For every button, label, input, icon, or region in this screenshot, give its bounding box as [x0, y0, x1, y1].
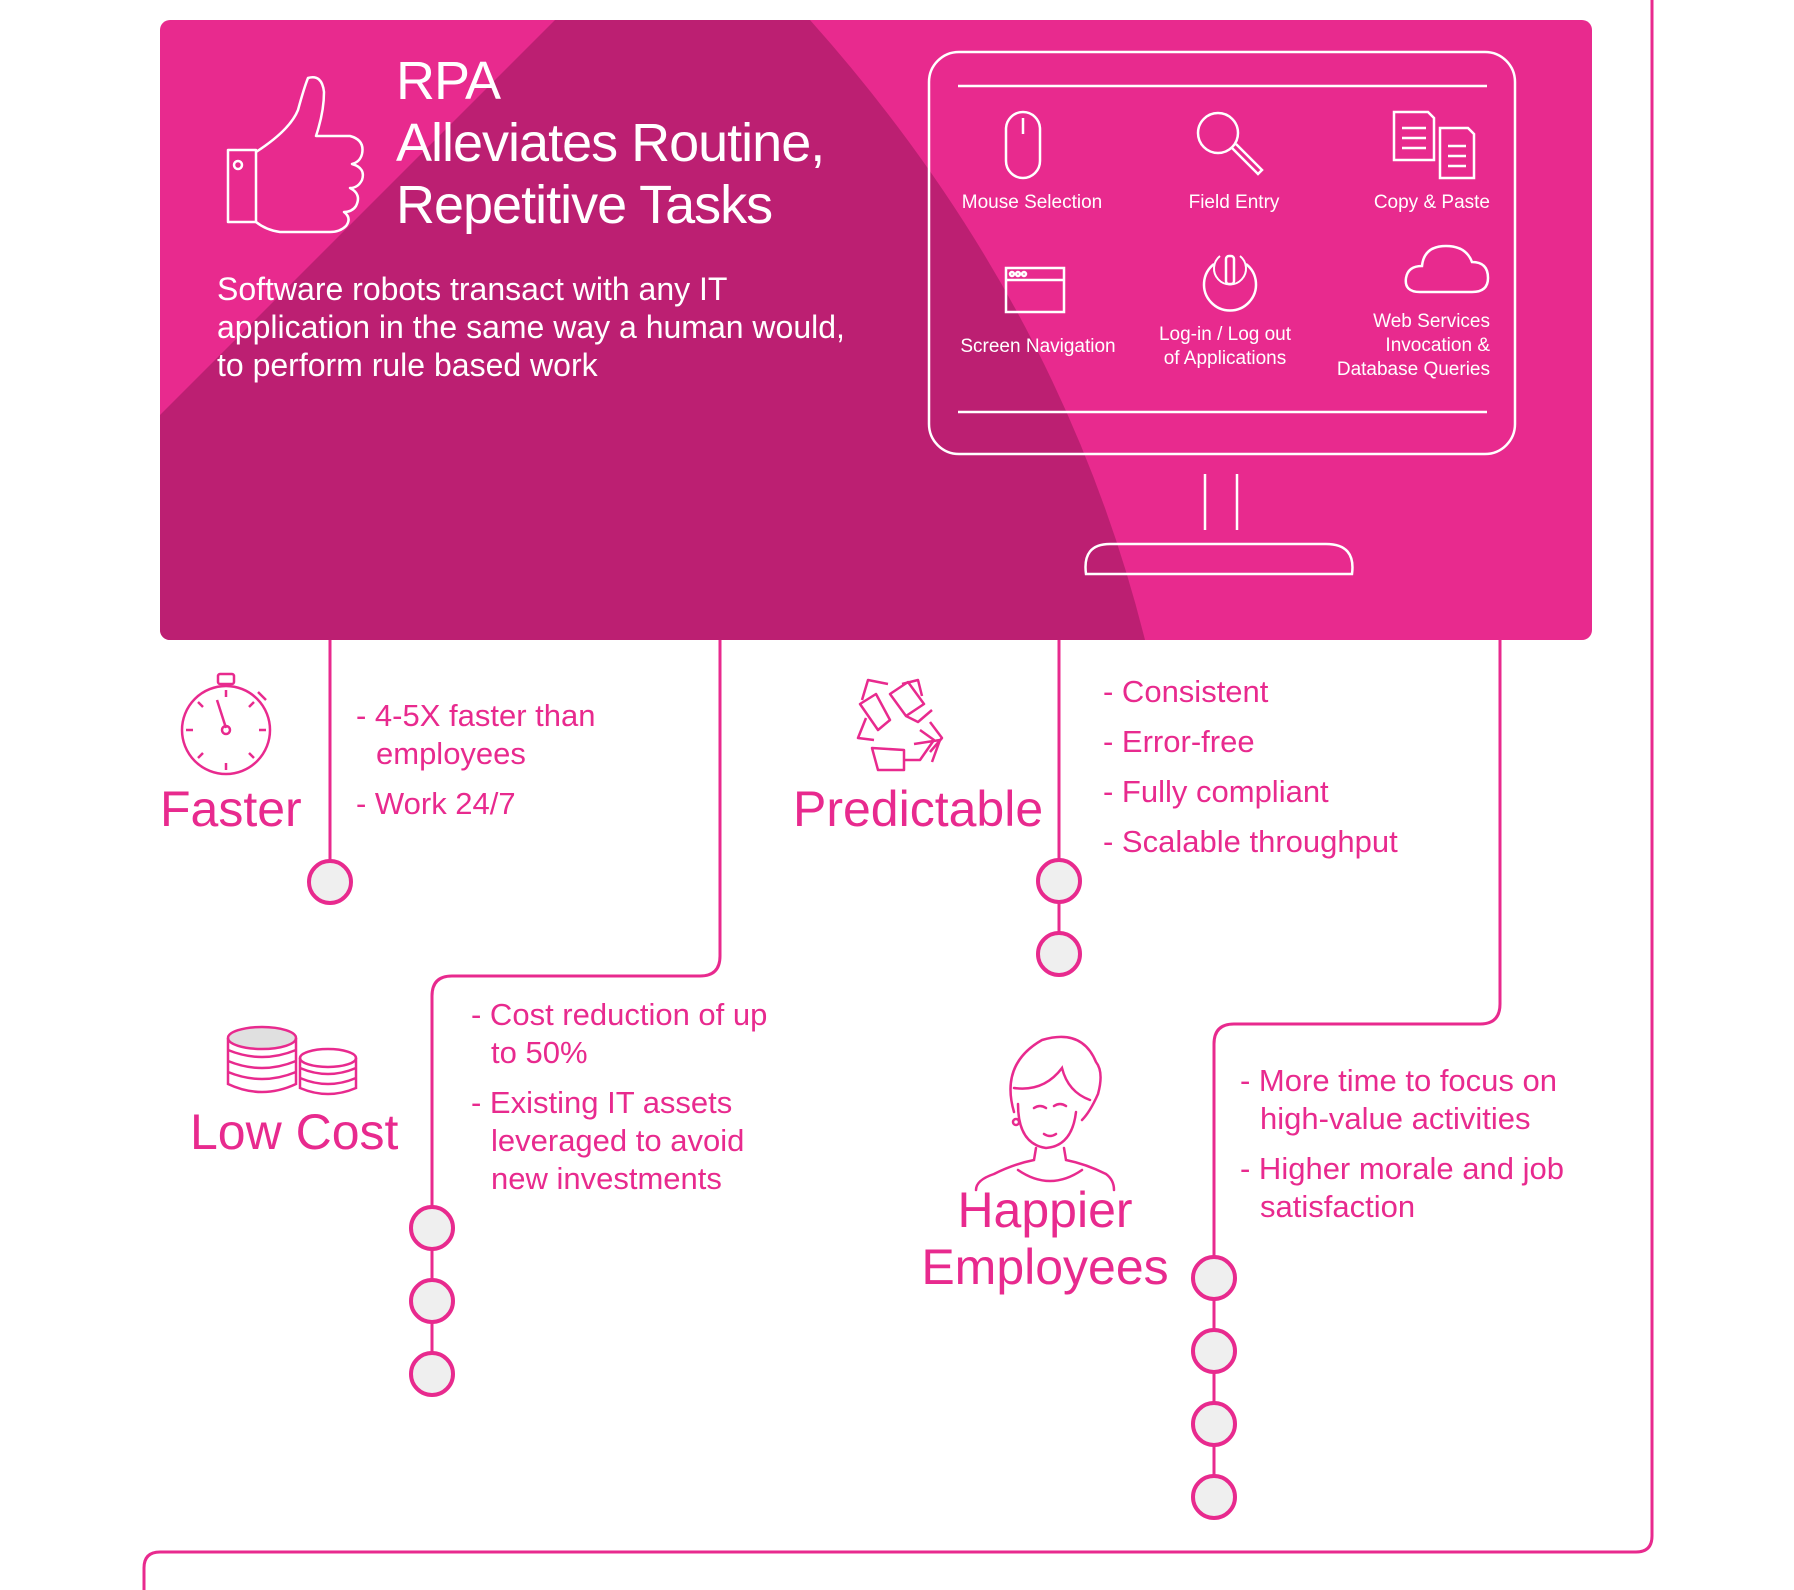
mouse-icon [1004, 110, 1042, 180]
task-label-web-services: Web Services Invocation & Database Queri… [1337, 310, 1490, 382]
benefit-bullets-faster: - 4-5X faster than employees - Work 24/7 [356, 697, 656, 835]
power-icon [1202, 254, 1258, 312]
person-icon [974, 1035, 1116, 1192]
task-label-login-logout: Log-in / Log out of Applications [1159, 323, 1291, 371]
bullet-item: - Error-free [1103, 724, 1255, 759]
stopwatch-icon [180, 672, 272, 776]
task-label-line: Invocation & [1385, 335, 1490, 356]
hero-description: Software robots transact with any IT app… [217, 271, 845, 383]
bullet-item: - Fully compliant [1103, 774, 1329, 809]
bullet-item: - Work 24/7 [356, 786, 516, 821]
benefit-title-predictable: Predictable [793, 781, 1044, 837]
benefit-bullets-happier-employees: - More time to focus on high-value activ… [1240, 1062, 1610, 1238]
benefit-title-low-cost: Low Cost [190, 1104, 399, 1160]
coins-icon [226, 1025, 358, 1096]
monitor-outline [927, 50, 1517, 576]
magnifier-icon [1196, 111, 1264, 176]
frame-lines [142, 0, 1654, 1590]
bullet-item: - Higher morale and job satisfaction [1240, 1151, 1564, 1224]
thumbs-up-icon [226, 76, 365, 234]
hero-title-line: Repetitive Tasks [396, 175, 773, 235]
benefit-title-line: Employees [921, 1239, 1169, 1295]
bullet-item: - Cost reduction of up to 50% [471, 997, 768, 1070]
benefit-title-faster: Faster [160, 781, 302, 837]
benefit-title-line: Happier [957, 1182, 1133, 1238]
browser-window-icon [1004, 266, 1066, 314]
task-label-mouse-selection: Mouse Selection [961, 192, 1103, 213]
benefit-title-happier-employees: Happier Employees [921, 1182, 1168, 1296]
task-label-line: of Applications [1163, 348, 1287, 369]
timeline-nodes [307, 858, 1237, 1520]
task-label-screen-navigation: Screen Navigation [960, 336, 1116, 357]
hero-title-line: RPA [396, 51, 501, 111]
documents-icon [1392, 110, 1476, 180]
bullet-item: - More time to focus on high-value activ… [1240, 1063, 1558, 1136]
benefit-bullets-predictable: - Consistent - Error-free - Fully compli… [1103, 673, 1503, 873]
bullet-item: - Scalable throughput [1103, 824, 1398, 859]
bullet-item: - 4-5X faster than employees [356, 698, 596, 771]
task-label-line: Database Queries [1336, 359, 1490, 380]
recycle-icon [856, 678, 944, 772]
task-label-line: Log-in / Log out [1158, 324, 1292, 345]
cloud-icon [1404, 244, 1490, 294]
hero-title-line: Alleviates Routine, [396, 113, 825, 173]
benefit-bullets-low-cost: - Cost reduction of up to 50% - Existing… [471, 996, 771, 1210]
task-label-copy-paste: Copy & Paste [1373, 192, 1490, 213]
bullet-item: - Consistent [1103, 674, 1269, 709]
task-label-line: Web Services [1373, 311, 1490, 332]
task-label-field-entry: Field Entry [1188, 192, 1280, 213]
connector-lines [328, 640, 1502, 1498]
hero-title: RPA Alleviates Routine, Repetitive Tasks [396, 50, 825, 236]
bullet-item: - Existing IT assets leveraged to avoid … [471, 1085, 745, 1196]
hero-panel [160, 20, 1592, 640]
